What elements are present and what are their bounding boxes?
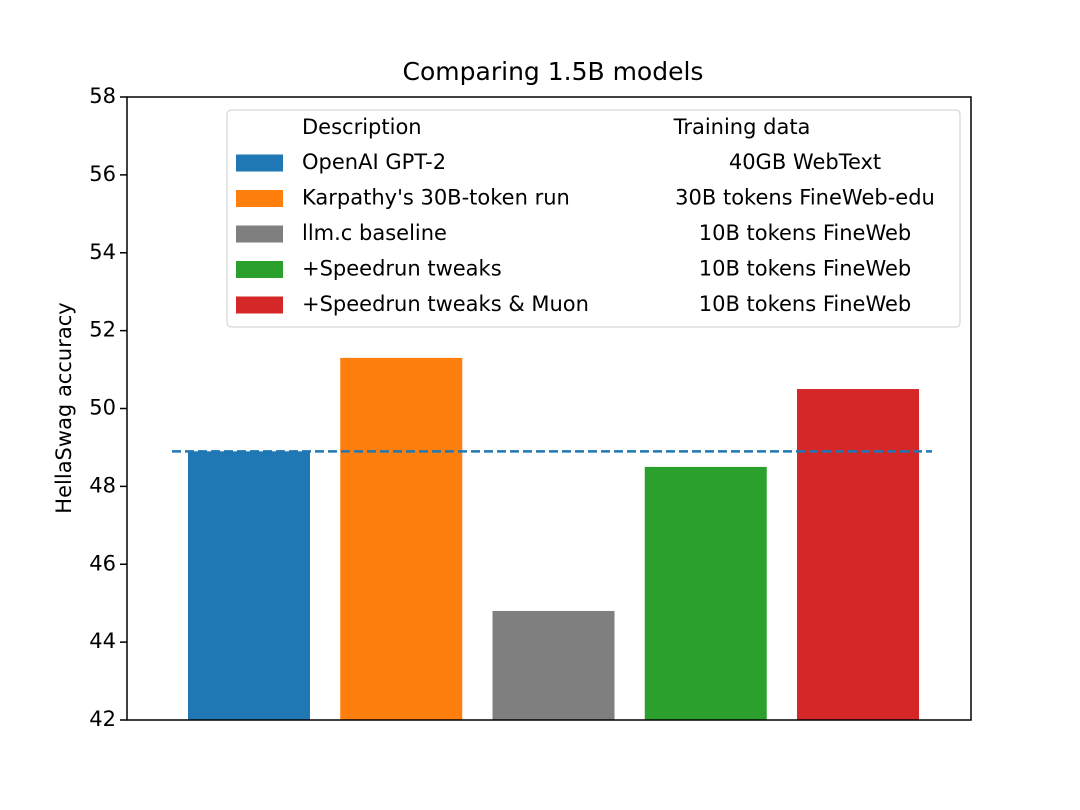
y-tick-label: 48 bbox=[89, 473, 116, 497]
legend-swatch bbox=[236, 225, 283, 243]
legend-label: +Speedrun tweaks bbox=[302, 257, 502, 281]
chart-title: Comparing 1.5B models bbox=[403, 57, 704, 86]
y-tick-label: 42 bbox=[89, 707, 116, 731]
legend-label: llm.c baseline bbox=[302, 221, 447, 245]
bar bbox=[188, 451, 310, 720]
legend-training-data: 40GB WebText bbox=[729, 150, 881, 174]
y-tick-label: 58 bbox=[89, 84, 116, 108]
legend-box bbox=[226, 109, 961, 328]
y-tick-label: 44 bbox=[89, 629, 116, 653]
legend-training-data: 30B tokens FineWeb-edu bbox=[675, 186, 935, 210]
y-tick-label: 46 bbox=[89, 551, 116, 575]
legend-label: OpenAI GPT-2 bbox=[302, 150, 446, 174]
y-tick-label: 54 bbox=[89, 240, 116, 264]
y-tick-label: 56 bbox=[89, 162, 116, 186]
y-tick-label: 50 bbox=[89, 396, 116, 420]
legend-swatch bbox=[236, 154, 283, 172]
legend-label: +Speedrun tweaks & Muon bbox=[302, 292, 589, 316]
legend-swatch bbox=[236, 190, 283, 207]
legend-training-data: 10B tokens FineWeb bbox=[699, 257, 912, 281]
legend-swatch bbox=[236, 261, 283, 278]
y-axis-label: HellaSwag accuracy bbox=[52, 302, 76, 513]
bar bbox=[340, 357, 463, 720]
plot-frame bbox=[126, 96, 972, 721]
bar bbox=[644, 466, 767, 720]
legend-training-data: 10B tokens FineWeb bbox=[699, 292, 912, 316]
y-tick-label: 52 bbox=[89, 318, 116, 342]
legend-header: Description bbox=[302, 115, 422, 139]
legend-swatch bbox=[236, 296, 283, 314]
bar bbox=[492, 610, 615, 720]
legend-label: Karpathy's 30B-token run bbox=[302, 186, 570, 210]
legend-training-data: 10B tokens FineWeb bbox=[699, 221, 912, 245]
legend-header: Training data bbox=[673, 115, 811, 139]
bar bbox=[797, 389, 919, 720]
